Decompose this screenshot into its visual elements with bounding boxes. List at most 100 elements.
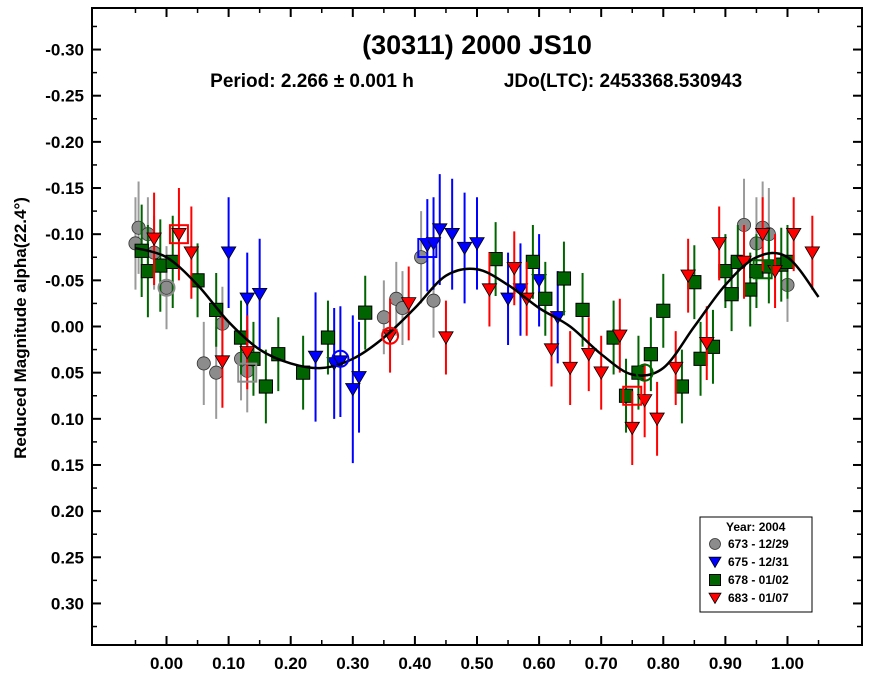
data-point [743, 282, 758, 297]
data-point [183, 246, 200, 260]
series-683 [146, 188, 821, 465]
data-point [674, 379, 690, 394]
y-tick-label: -0.25 [45, 87, 84, 106]
data-point [456, 241, 473, 256]
data-point [531, 274, 547, 288]
legend-items: 673 - 12/29 675 - 12/31 678 - 01/02 683 - 0… [708, 537, 789, 605]
legend-label: 673 - 12/29 [728, 537, 789, 551]
data-point [376, 310, 391, 325]
data-point [556, 271, 572, 286]
epoch-subtitle: JDo(LTC): 2453368.530943 [504, 71, 742, 92]
data-point [593, 366, 610, 380]
data-point [140, 264, 155, 279]
data-point [196, 356, 211, 371]
x-tick-label: 0.00 [150, 654, 183, 673]
data-point [320, 330, 336, 345]
data-point [785, 228, 802, 242]
data-point [431, 223, 448, 237]
y-tick-label: 0.10 [51, 410, 84, 429]
data-point [469, 237, 485, 251]
legend-title: Year: 2004 [726, 520, 786, 534]
data-points [128, 174, 821, 465]
y-axis-label: Reduced Magnitude alpha(22.4°) [11, 197, 30, 459]
y-tick-label: 0.30 [51, 594, 84, 613]
data-point [575, 302, 590, 317]
data-point [171, 228, 187, 242]
data-point [351, 371, 367, 385]
y-tick-label: -0.30 [45, 41, 84, 60]
data-point [711, 237, 728, 251]
highlight-square-marker [417, 238, 438, 259]
data-point [488, 252, 503, 267]
data-point [618, 388, 634, 403]
data-point [562, 361, 579, 376]
x-tick-label: 0.60 [523, 654, 556, 673]
y-tick-label: -0.10 [45, 225, 84, 244]
data-point [754, 228, 771, 242]
data-point [438, 331, 454, 345]
highlight-square-marker [752, 259, 773, 280]
data-point [426, 293, 441, 308]
legend-label: 683 - 01/07 [728, 591, 789, 605]
data-point [506, 262, 523, 276]
x-tick-label: 0.30 [336, 654, 369, 673]
y-tick-label: -0.05 [45, 271, 84, 290]
data-point [804, 246, 821, 260]
y-tick-label: 0.25 [51, 548, 84, 567]
data-point [667, 361, 684, 376]
highlight-square-marker [168, 224, 189, 245]
legend-marker [708, 592, 722, 605]
legend-marker [709, 574, 721, 586]
series-675 [220, 174, 566, 464]
y-tick-label: -0.20 [45, 133, 84, 152]
legend: Year: 2004 673 - 12/29 675 - 12/31 678 - 0… [699, 516, 813, 613]
data-point [344, 383, 361, 397]
highlight-circle-marker [157, 278, 176, 297]
fit-curve [135, 246, 820, 377]
data-point [656, 303, 671, 318]
data-point [239, 292, 256, 307]
x-tick-label: 0.70 [585, 654, 618, 673]
data-point [580, 348, 597, 362]
data-point [220, 246, 237, 260]
series-678 [134, 204, 795, 433]
data-point [481, 283, 498, 297]
legend-label: 675 - 12/31 [728, 555, 789, 569]
highlight-square-marker [622, 385, 643, 406]
y-tick-label: 0.15 [51, 456, 84, 475]
data-point [251, 288, 268, 302]
data-point [209, 365, 224, 380]
highlight-circle-marker [635, 363, 654, 382]
data-point [680, 269, 697, 283]
data-point [624, 421, 641, 436]
axis-ticks: 0.00 0.10 0.20 0.30 0.40 0.50 0.60 0.70 0.80 0.90… [45, 8, 862, 673]
data-point [500, 292, 516, 307]
legend-label: 678 - 01/02 [728, 573, 789, 587]
data-point [239, 346, 256, 360]
x-tick-label: 0.20 [274, 654, 307, 673]
y-tick-label: 0.05 [51, 364, 84, 383]
data-point [543, 343, 560, 357]
highlight-circle-marker [381, 326, 400, 345]
data-point [538, 291, 553, 306]
data-point [358, 305, 373, 320]
data-point [611, 329, 628, 344]
legend-marker [708, 556, 722, 569]
data-point [724, 287, 739, 302]
x-tick-label: 0.80 [647, 654, 680, 673]
data-point [444, 228, 461, 242]
data-point [400, 297, 417, 311]
x-tick-label: 0.90 [709, 654, 742, 673]
chart-title: (30311) 2000 JS10 [362, 30, 592, 60]
y-tick-label: 0.00 [51, 318, 84, 337]
data-point [643, 347, 658, 362]
data-point [146, 232, 162, 247]
data-point [214, 355, 231, 369]
x-tick-label: 0.10 [212, 654, 245, 673]
x-tick-label: 0.40 [398, 654, 431, 673]
data-point [698, 336, 715, 351]
data-point [693, 351, 708, 366]
highlight-square-marker [237, 362, 258, 383]
data-point [525, 254, 540, 269]
